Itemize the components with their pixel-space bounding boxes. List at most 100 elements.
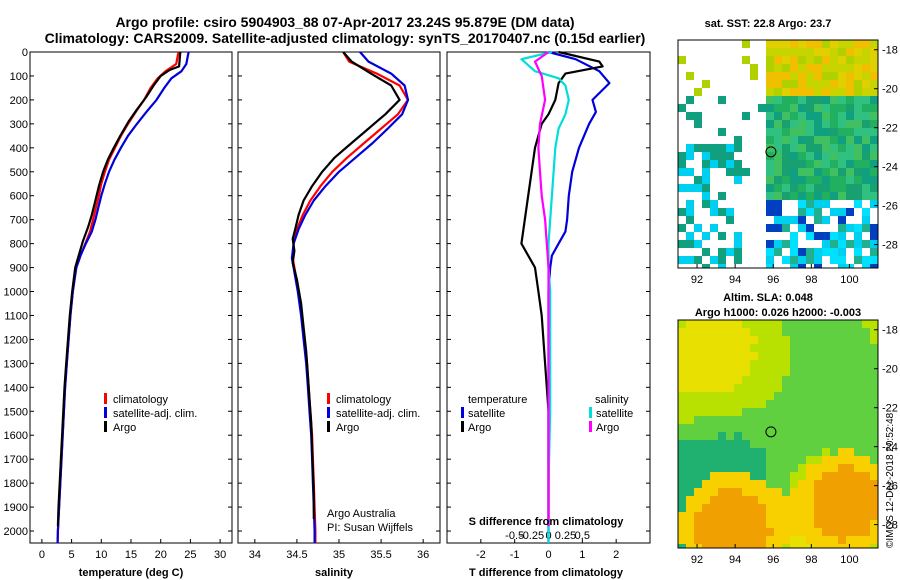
map-cell	[782, 336, 790, 344]
map-cell	[806, 56, 814, 64]
map-cell	[702, 368, 710, 376]
map-cell	[870, 192, 878, 200]
map-cell	[766, 520, 774, 528]
map-cell	[694, 224, 702, 232]
map-cell	[710, 544, 718, 548]
map-cell	[790, 208, 798, 216]
map-cell	[750, 72, 758, 80]
map-cell	[862, 480, 870, 488]
map-cell	[838, 536, 846, 544]
map-cell	[718, 528, 726, 536]
map-cell	[814, 160, 822, 168]
map-cell	[758, 400, 766, 408]
map-cell	[798, 376, 806, 384]
map-cell	[870, 472, 878, 480]
map-cell	[686, 144, 694, 152]
salinity-xlabel: salinity	[315, 567, 354, 579]
map-cell	[710, 400, 718, 408]
y-tick-label: 300	[10, 119, 28, 131]
map-cell	[742, 248, 750, 256]
map-cell	[750, 120, 758, 128]
map-cell	[830, 152, 838, 160]
map-cell	[758, 496, 766, 504]
map-cell	[742, 400, 750, 408]
map-cell	[766, 416, 774, 424]
map-cell	[710, 184, 718, 192]
salinity-panel: 34 34.5 35 35.5 36	[237, 51, 441, 561]
map-cell	[726, 408, 734, 416]
map-cell	[782, 400, 790, 408]
map-cell	[694, 336, 702, 344]
map-cell	[830, 448, 838, 456]
map-cell	[686, 104, 694, 112]
map-cell	[766, 544, 774, 548]
map-cell	[846, 456, 854, 464]
map-cell	[678, 48, 686, 56]
map-cell	[774, 48, 782, 56]
y-tick-label: 200	[10, 95, 28, 107]
map-cell	[790, 416, 798, 424]
map-cell	[734, 160, 742, 168]
map-cell	[726, 264, 734, 268]
map-cell	[846, 416, 854, 424]
map-cell	[758, 520, 766, 528]
map-cell	[798, 144, 806, 152]
map-cell	[702, 400, 710, 408]
map-cell	[830, 232, 838, 240]
map-cell	[718, 136, 726, 144]
map-cell	[710, 160, 718, 168]
map-cell	[854, 408, 862, 416]
map-cell	[694, 128, 702, 136]
map-cell	[686, 328, 694, 336]
map-cell	[734, 120, 742, 128]
map-cell	[726, 168, 734, 176]
map-cell	[870, 504, 878, 512]
map-cell	[686, 112, 694, 120]
map-cell	[774, 168, 782, 176]
map-cell	[758, 488, 766, 496]
map-cell	[782, 80, 790, 88]
map-cell	[798, 504, 806, 512]
map-cell	[718, 336, 726, 344]
map-cell	[838, 416, 846, 424]
map-cell	[734, 152, 742, 160]
map-cell	[814, 504, 822, 512]
map-cell	[854, 352, 862, 360]
map-cell	[806, 216, 814, 224]
map-cell	[798, 384, 806, 392]
difference-panel: -2 -1 0 1 2-0.5-0.25 0 0.250.5	[446, 50, 651, 561]
map-cell	[854, 136, 862, 144]
map-cell	[838, 496, 846, 504]
map-cell	[758, 480, 766, 488]
map-cell	[766, 504, 774, 512]
map-cell	[726, 544, 734, 548]
salinity-legend: climatology satellite-adj. clim. Argo	[327, 393, 420, 434]
map-cell	[702, 448, 710, 456]
map-cell	[710, 48, 718, 56]
map-cell	[678, 392, 686, 400]
map-cell	[678, 384, 686, 392]
map-cell	[702, 424, 710, 432]
map-cell	[702, 208, 710, 216]
map-cell	[870, 160, 878, 168]
map-cell	[806, 320, 814, 328]
map-cell	[686, 408, 694, 416]
map-cell	[854, 176, 862, 184]
map-cell	[830, 88, 838, 96]
map-cell	[694, 416, 702, 424]
map-cell	[694, 512, 702, 520]
map-cell	[870, 416, 878, 424]
map-cell	[862, 528, 870, 536]
map-cell	[798, 152, 806, 160]
map-cell	[814, 536, 822, 544]
map-cell	[750, 448, 758, 456]
map-cell	[822, 328, 830, 336]
map-cell	[726, 80, 734, 88]
map-cell	[718, 408, 726, 416]
map-cell	[758, 240, 766, 248]
map-cell	[870, 480, 878, 488]
map-cell	[798, 112, 806, 120]
map-cell	[822, 504, 830, 512]
map-cell	[854, 480, 862, 488]
map-cell	[726, 376, 734, 384]
